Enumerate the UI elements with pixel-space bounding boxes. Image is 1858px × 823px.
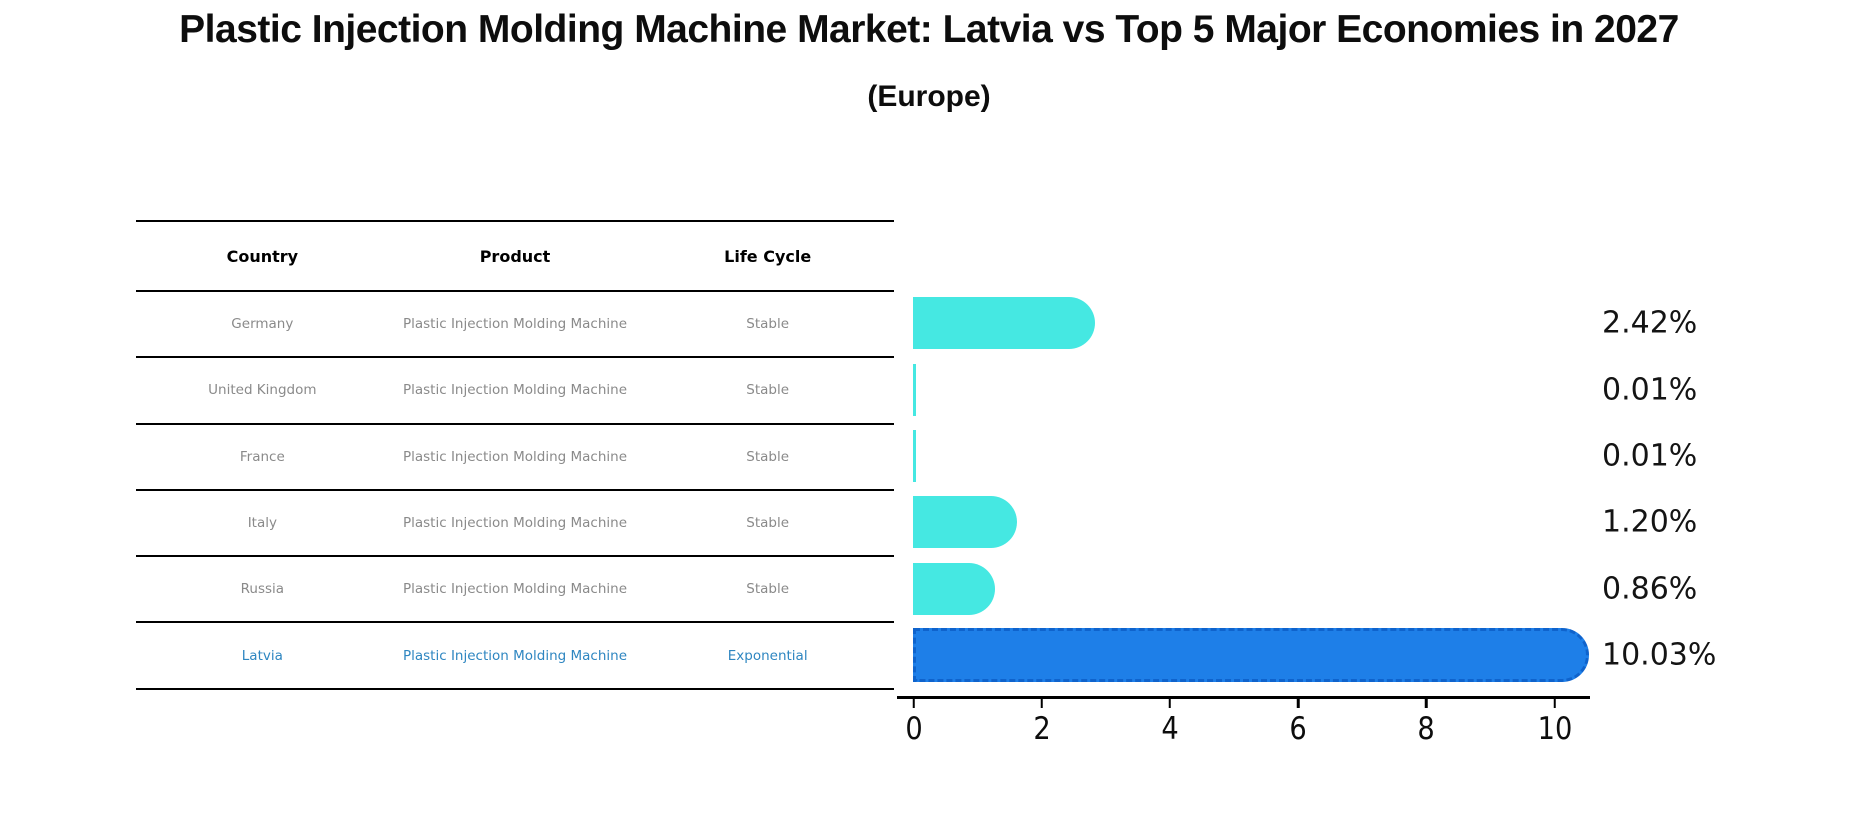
x-axis-tick-label: 8: [1417, 711, 1435, 747]
value-label-germany: 2.42%: [1602, 305, 1698, 341]
bar-germany: [913, 297, 1096, 350]
x-axis-tick: [1553, 699, 1556, 708]
table-cell-product: Plastic Injection Molding Machine: [402, 647, 628, 664]
table-cell-life-cycle: Stable: [746, 515, 790, 532]
table-row-latvia: Latvia Plastic Injection Molding Machine E…: [136, 623, 894, 690]
x-axis-tick-label: 0: [904, 711, 923, 747]
x-axis-tick-label: 4: [1161, 711, 1179, 747]
table-cell-country: Russia: [240, 581, 285, 598]
table-cell-product: Plastic Injection Molding Machine: [402, 382, 628, 399]
market-table-body: Germany Plastic Injection Molding Machine…: [136, 292, 894, 690]
bar-united-kingdom: [913, 363, 916, 416]
value-label-united-kingdom: 0.01%: [1602, 372, 1698, 407]
x-axis-tick-label: 10: [1537, 711, 1572, 747]
table-row-russia: Russia Plastic Injection Molding Machine S…: [136, 557, 894, 624]
table-cell-country: Germany: [231, 316, 294, 333]
bar-latvia: [913, 627, 1589, 682]
table-row-france: France Plastic Injection Molding Machine S…: [136, 425, 894, 491]
table-cell-country: Latvia: [241, 647, 283, 664]
table-cell-product: Plastic Injection Molding Machine: [402, 581, 628, 598]
table-cell-country: United Kingdom: [208, 382, 317, 399]
bar-france: [913, 429, 916, 482]
value-label-latvia: 10.03%: [1602, 637, 1717, 673]
x-axis-tick: [912, 699, 915, 708]
table-cell-product: Plastic Injection Molding Machine: [402, 316, 628, 333]
table-row-italy: Italy Plastic Injection Molding Machine St…: [136, 491, 894, 558]
x-axis-tick: [1296, 699, 1300, 708]
x-axis-tick: [1040, 699, 1043, 708]
x-axis-tick-label: 6: [1289, 711, 1307, 747]
x-axis-tick: [1168, 699, 1172, 708]
table-row-united-kingdom: United Kingdom Plastic Injection Molding …: [136, 358, 894, 425]
table-cell-country: Italy: [247, 515, 277, 532]
table-cell-life-cycle: Stable: [746, 448, 790, 465]
table-cell-product: Plastic Injection Molding Machine: [402, 515, 628, 532]
bar-italy: [913, 496, 1017, 549]
table-cell-life-cycle: Stable: [746, 316, 790, 333]
value-label-russia: 0.86%: [1602, 571, 1698, 606]
table-cell-life-cycle: Stable: [746, 382, 790, 399]
chart-title: Plastic Injection Molding Machine Market…: [179, 8, 1679, 51]
table-header-row: Country Product Life Cycle: [136, 222, 894, 292]
table-header-country: Country: [226, 246, 299, 266]
table-cell-life-cycle: Exponential: [727, 647, 808, 664]
x-axis-line: [897, 696, 1590, 699]
x-axis-tick-label: 2: [1033, 711, 1051, 747]
table-cell-life-cycle: Stable: [746, 581, 790, 598]
table-header-life-cycle: Life Cycle: [724, 246, 812, 266]
chart-subtitle: (Europe): [867, 80, 991, 113]
table-header-product: Product: [479, 246, 551, 266]
table-cell-product: Plastic Injection Molding Machine: [402, 448, 628, 465]
bar-russia: [913, 562, 996, 615]
table-row-germany: Germany Plastic Injection Molding Machine…: [136, 292, 894, 359]
value-label-italy: 1.20%: [1602, 504, 1698, 540]
table-cell-country: France: [239, 448, 285, 465]
market-table: Country Product Life Cycle Germany Plasti…: [136, 220, 894, 690]
value-label-france: 0.01%: [1602, 438, 1698, 474]
x-axis-tick: [1425, 699, 1428, 708]
